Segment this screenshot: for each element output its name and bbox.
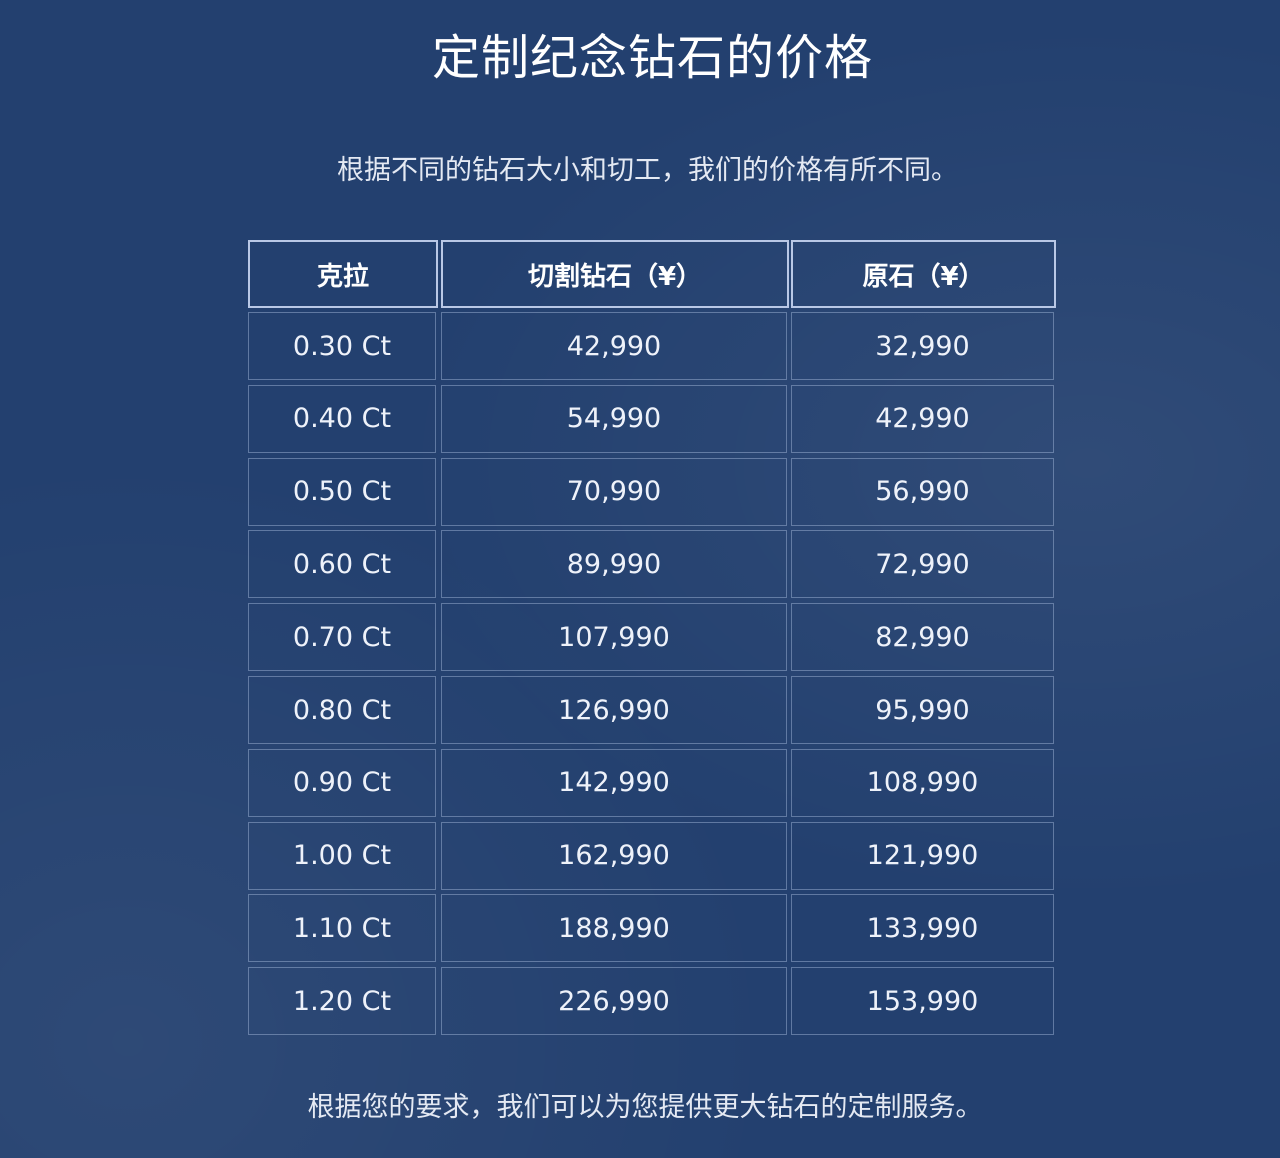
rough-price-cell: 56,990 <box>791 457 1054 526</box>
carat-cell: 0.60 Ct <box>248 530 436 599</box>
rough-price-cell: 133,990 <box>791 894 1054 963</box>
carat-cell: 0.40 Ct <box>248 384 436 453</box>
carat-cell: 0.70 Ct <box>248 603 436 672</box>
cut-price-cell: 188,990 <box>441 894 787 963</box>
cut-price-cell: 226,990 <box>441 967 787 1036</box>
page-title: 定制纪念钻石的价格 <box>431 30 873 86</box>
header-carat: 克拉 <box>248 240 438 308</box>
rough-price-cell: 72,990 <box>791 530 1054 599</box>
carat-cell: 1.00 Ct <box>248 821 436 890</box>
cut-price-cell: 70,990 <box>441 457 787 526</box>
cut-price-cell: 107,990 <box>441 603 787 672</box>
rough-price-cell: 95,990 <box>791 676 1054 744</box>
rough-price-cell: 121,990 <box>791 821 1054 890</box>
cut-price-cell: 89,990 <box>441 530 787 599</box>
carat-cell: 0.90 Ct <box>248 748 436 817</box>
subtitle: 根据不同的钻石大小和切工，我们的价格有所不同。 <box>337 155 958 186</box>
carat-cell: 0.50 Ct <box>248 457 436 526</box>
cut-price-cell: 162,990 <box>441 821 787 890</box>
carat-cell: 1.20 Ct <box>248 967 436 1036</box>
carat-cell: 0.80 Ct <box>248 676 436 744</box>
header-rough-stone: 原石（¥） <box>791 240 1056 308</box>
rough-price-cell: 42,990 <box>791 384 1054 453</box>
header-cut-diamond: 切割钻石（¥） <box>441 240 789 308</box>
cut-price-cell: 42,990 <box>441 312 787 380</box>
carat-cell: 0.30 Ct <box>248 312 436 380</box>
rough-price-cell: 82,990 <box>791 603 1054 672</box>
cut-price-cell: 142,990 <box>441 748 787 817</box>
footer-note: 根据您的要求，我们可以为您提供更大钻石的定制服务。 <box>307 1092 983 1123</box>
rough-price-cell: 32,990 <box>791 312 1054 380</box>
rough-price-cell: 108,990 <box>791 748 1054 817</box>
rough-price-cell: 153,990 <box>791 967 1054 1036</box>
cut-price-cell: 54,990 <box>441 384 787 453</box>
carat-cell: 1.10 Ct <box>248 894 436 963</box>
cut-price-cell: 126,990 <box>441 676 787 744</box>
